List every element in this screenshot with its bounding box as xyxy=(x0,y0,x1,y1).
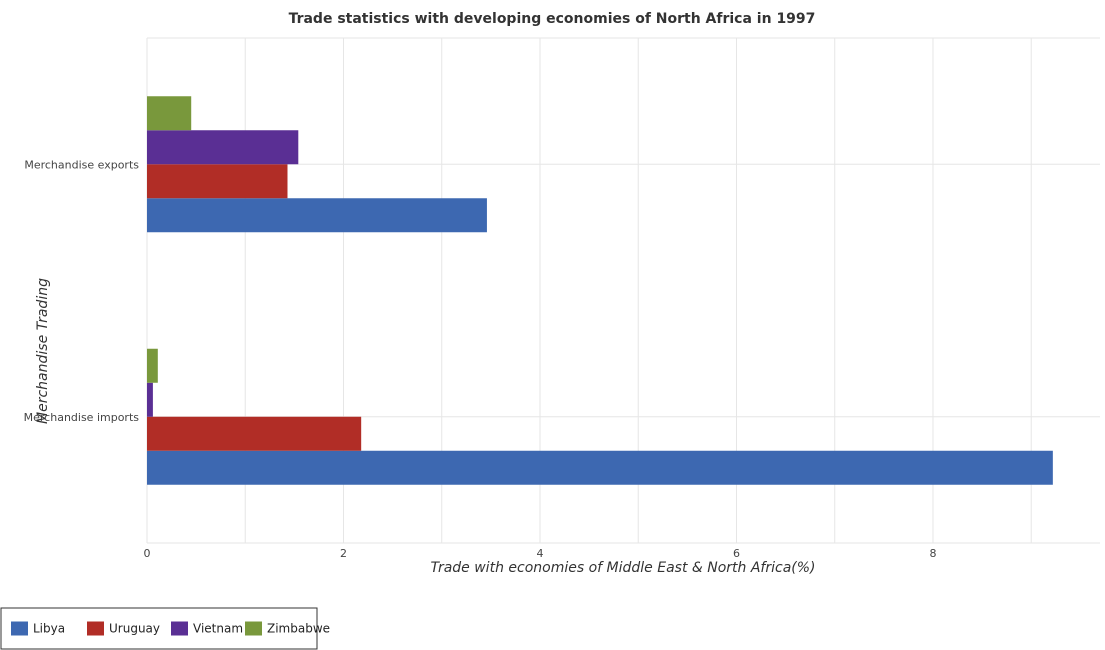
x-tick-label: 4 xyxy=(536,547,543,560)
x-tick-label: 8 xyxy=(929,547,936,560)
legend-swatch-zimbabwe xyxy=(245,621,262,636)
bar-uruguay-merchandise-imports xyxy=(147,416,362,451)
bar-vietnam-merchandise-imports xyxy=(147,382,153,417)
bar-zimbabwe-merchandise-exports xyxy=(147,96,192,131)
legend-swatch-vietnam xyxy=(171,621,188,636)
x-tick-label: 6 xyxy=(733,547,740,560)
bar-libya-merchandise-imports xyxy=(147,450,1053,485)
bar-uruguay-merchandise-exports xyxy=(147,164,288,199)
legend-label-vietnam: Vietnam xyxy=(193,622,243,636)
bars xyxy=(147,96,1053,485)
legend-label-zimbabwe: Zimbabwe xyxy=(267,622,330,636)
x-tick-label: 2 xyxy=(340,547,347,560)
legend-box xyxy=(0,607,318,650)
legend-label-libya: Libya xyxy=(33,622,65,636)
bar-vietnam-merchandise-exports xyxy=(147,130,299,165)
ticks: Merchandise exports Merchandise imports 0 2… xyxy=(24,158,937,560)
legend-label-uruguay: Uruguay xyxy=(109,622,160,636)
y-tick-label: Merchandise exports xyxy=(24,158,139,171)
legend-swatch-uruguay xyxy=(87,621,104,636)
x-axis-label: Trade with economies of Middle East & No… xyxy=(430,560,815,576)
chart-title: Trade statistics with developing economi… xyxy=(289,11,816,27)
y-tick-label: Merchandise imports xyxy=(24,411,140,424)
legend: Libya Uruguay Vietnam Zimbabwe xyxy=(0,607,330,650)
legend-swatch-libya xyxy=(11,621,28,636)
bar-zimbabwe-merchandise-imports xyxy=(147,348,158,383)
x-tick-label: 0 xyxy=(144,547,151,560)
bar-libya-merchandise-exports xyxy=(147,198,487,233)
y-axis-label: Merchandise Trading xyxy=(35,278,51,424)
